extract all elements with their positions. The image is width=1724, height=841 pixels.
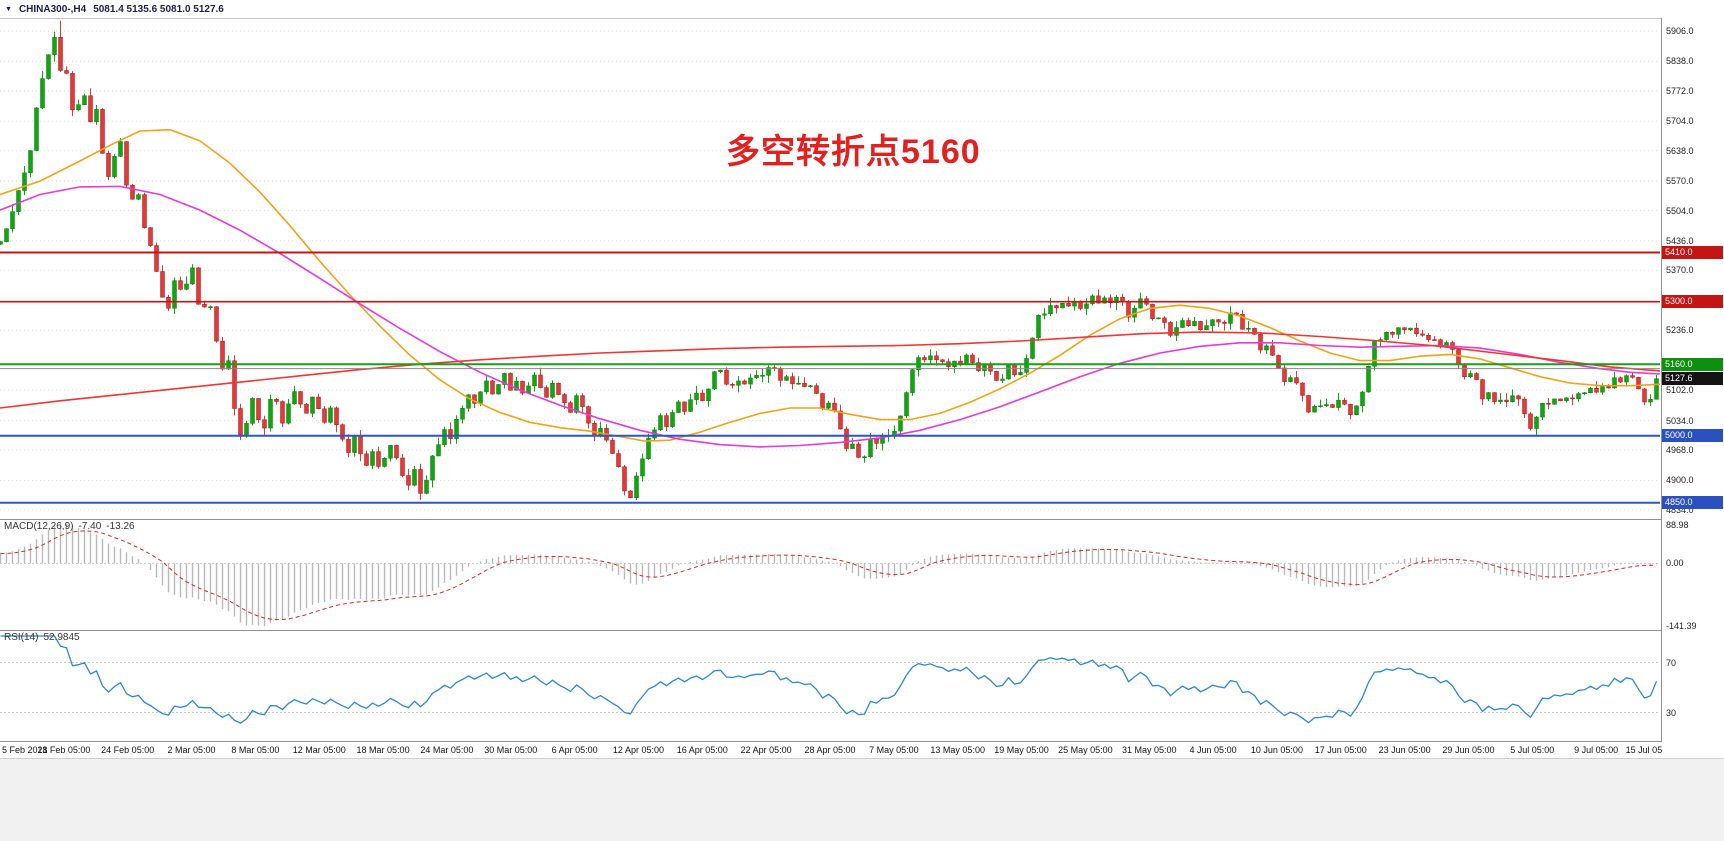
time-axis-label: 29 Jun 05:00	[1442, 745, 1495, 755]
rsi-value: 52.9845	[43, 632, 80, 643]
chart-annotation-text: 多空转折点5160	[726, 133, 981, 171]
price-level-badge: 5410.0	[1662, 246, 1723, 260]
price-axis-label: 5772.0	[1666, 85, 1694, 96]
rsi-panel-graphics	[0, 635, 1660, 724]
macd-axis-label: -141.39	[1666, 621, 1697, 631]
time-axis-label: 24 Feb 05:00	[101, 745, 155, 755]
price-level-badge: 5000.0	[1662, 429, 1723, 443]
price-axis-label: 5704.0	[1666, 116, 1694, 127]
price-axis-label: 5436.0	[1666, 235, 1694, 246]
triangle-down-icon[interactable]: ▼	[5, 5, 12, 13]
time-axis-label: 10 Jun 05:00	[1250, 745, 1303, 755]
time-axis-label: 12 Apr 05:00	[612, 745, 664, 755]
ohlc-values: 5081.4 5135.6 5081.0 5127.6	[93, 3, 224, 15]
macd-axis-label: 0.00	[1666, 558, 1684, 569]
price-axis[interactable]: 5410.0 5300.0 5160.0 5000.0 4850.0 5127.6 5906…	[1662, 0, 1724, 758]
time-axis-label: 13 May 05:00	[930, 745, 985, 755]
time-axis-label: 7 May 05:00	[869, 745, 919, 755]
time-axis-label: 18 Feb 05:00	[37, 745, 91, 755]
rsi-indicator-label: RSI(14) 52.9845	[4, 632, 85, 643]
price-level-badge: 5300.0	[1662, 295, 1723, 309]
price-axis-label: 5570.0	[1666, 176, 1694, 187]
time-axis-label: 5 Feb 2021	[2, 745, 48, 755]
price-axis-label: 5838.0	[1666, 56, 1694, 67]
candles	[0, 20, 1659, 501]
price-gridlines	[0, 30, 1660, 511]
macd-indicator-label: MACD(12,26,9) -7.40 -13.26	[4, 521, 140, 532]
price-level-badge: 4850.0	[1662, 496, 1723, 510]
price-axis-label: 4900.0	[1666, 475, 1694, 486]
price-axis-label: 5638.0	[1666, 145, 1694, 156]
ma-orange-line	[0, 128, 1661, 442]
macd-panel-graphics	[0, 524, 1660, 626]
time-axis-label: 17 Jun 05:00	[1314, 745, 1367, 755]
time-axis-label: 12 Mar 05:00	[292, 745, 346, 755]
price-axis-label: 4968.0	[1666, 444, 1694, 455]
rsi-axis-label: 70	[1666, 657, 1677, 668]
time-axis[interactable]: 5 Feb 2021 18 Feb 05:00 24 Feb 05:00 2 Mar …	[0, 742, 1724, 758]
price-axis-label: 5034.0	[1666, 415, 1694, 426]
rsi-axis-label: 30	[1666, 707, 1677, 718]
time-axis-label: 24 Mar 05:00	[420, 745, 474, 755]
current-price-badge: 5127.6	[1662, 372, 1723, 386]
time-axis-label: 15 Jul 05:00	[1625, 745, 1675, 755]
time-axis-label: 30 Mar 05:00	[484, 745, 538, 755]
price-axis-label: 5504.0	[1666, 205, 1694, 216]
time-axis-label: 25 May 05:00	[1058, 745, 1113, 755]
macd-name: MACD(12,26,9)	[4, 521, 74, 532]
ma-red-line	[0, 331, 1661, 409]
time-axis-label: 22 Apr 05:00	[740, 745, 792, 755]
macd-value-signal: -13.26	[106, 521, 135, 532]
time-axis-label: 4 Jun 05:00	[1189, 745, 1237, 755]
rsi-line	[0, 635, 1658, 724]
price-axis-label: 5906.0	[1666, 25, 1694, 36]
time-axis-label: 6 Apr 05:00	[551, 745, 598, 755]
macd-value-main: -7.40	[78, 521, 102, 532]
price-axis-label: 5102.0	[1666, 385, 1694, 396]
time-axis-label: 16 Apr 05:00	[676, 745, 728, 755]
symbol-timeframe-label: CHINA300-,H4	[18, 3, 87, 15]
price-axis-label: 5370.0	[1666, 265, 1694, 276]
time-axis-label: 9 Jul 05:00	[1574, 745, 1619, 755]
chart-header: ▼ CHINA300-,H4 5081.4 5135.6 5081.0 5127…	[0, 0, 1724, 18]
macd-axis-label: 88.98	[1666, 520, 1689, 530]
time-axis-label: 19 May 05:00	[994, 745, 1049, 755]
price-axis-label: 4834.0	[1666, 504, 1694, 515]
time-axis-label: 2 Mar 05:00	[167, 745, 216, 755]
time-axis-label: 8 Mar 05:00	[231, 745, 280, 755]
rsi-name: RSI(14)	[4, 632, 39, 643]
time-axis-label: 31 May 05:00	[1121, 745, 1177, 755]
macd-signal-line	[0, 530, 1657, 621]
price-level-badge: 5160.0	[1662, 357, 1723, 371]
time-axis-label: 28 Apr 05:00	[804, 745, 856, 755]
time-axis-label: 5 Jul 05:00	[1510, 745, 1555, 755]
window-footer-area	[0, 758, 1724, 841]
time-axis-label: 18 Mar 05:00	[356, 745, 410, 755]
time-axis-label: 23 Jun 05:00	[1378, 745, 1431, 755]
price-axis-label: 5236.0	[1666, 325, 1694, 336]
